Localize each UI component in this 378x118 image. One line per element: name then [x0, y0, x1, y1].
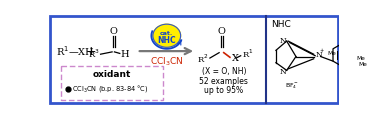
Text: N: N: [315, 51, 322, 59]
Text: O: O: [217, 27, 225, 36]
Text: NHC: NHC: [158, 36, 176, 45]
Text: NHC: NHC: [271, 20, 291, 29]
Ellipse shape: [153, 24, 181, 47]
Text: +: +: [85, 45, 96, 58]
Text: R$^1$—XH: R$^1$—XH: [56, 44, 95, 58]
Text: cat.: cat.: [160, 31, 174, 36]
Text: Me: Me: [358, 62, 367, 67]
Text: Me: Me: [327, 51, 336, 56]
Text: Me: Me: [357, 56, 366, 61]
Text: +: +: [320, 48, 324, 53]
Text: X: X: [231, 54, 239, 63]
Text: BF$_4^-$: BF$_4^-$: [285, 81, 299, 91]
Text: R$^1$: R$^1$: [242, 48, 254, 60]
Text: up to 95%: up to 95%: [204, 86, 243, 95]
Text: 52 examples: 52 examples: [199, 77, 248, 86]
Text: R$^3$: R$^3$: [88, 48, 100, 60]
Text: CCl$_3$CN: CCl$_3$CN: [150, 56, 184, 68]
Text: CCl$_3$CN (b.p. 83-84 °C): CCl$_3$CN (b.p. 83-84 °C): [72, 83, 149, 94]
FancyBboxPatch shape: [50, 16, 338, 103]
Text: O: O: [110, 27, 118, 36]
Text: H: H: [121, 50, 129, 59]
Text: oxidant: oxidant: [93, 70, 131, 79]
Text: R$^2$: R$^2$: [197, 53, 208, 65]
Text: (X = O, NH): (X = O, NH): [201, 67, 246, 76]
Text: N: N: [279, 68, 286, 76]
Text: N: N: [279, 37, 286, 45]
FancyBboxPatch shape: [61, 66, 163, 100]
